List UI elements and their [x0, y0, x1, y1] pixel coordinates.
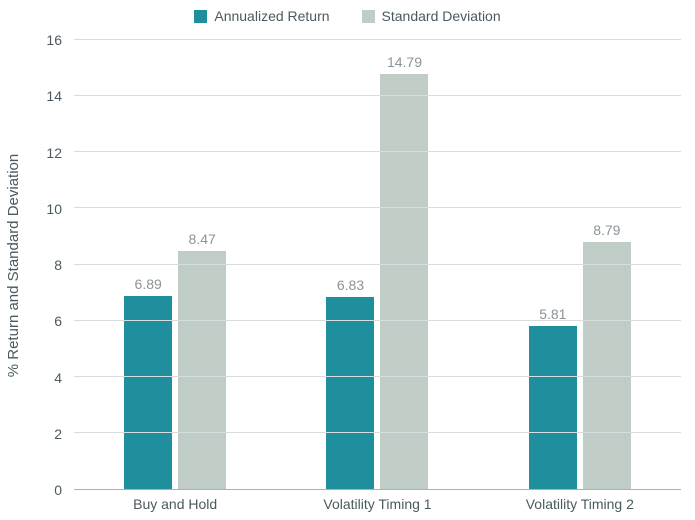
- bar-value-label: 14.79: [387, 54, 422, 70]
- bar-groups: 6.898.476.8314.795.818.79: [74, 40, 681, 489]
- plot-area: 6.898.476.8314.795.818.79: [74, 40, 681, 490]
- bar-value-label: 8.79: [593, 222, 620, 238]
- gridline: [74, 151, 681, 152]
- gridline: [74, 264, 681, 265]
- x-tick-label: Buy and Hold: [74, 490, 276, 520]
- bar: 14.79: [380, 74, 428, 489]
- legend-item-standard-deviation: Standard Deviation: [362, 8, 501, 24]
- y-tick: 2: [54, 426, 62, 442]
- gridline: [74, 376, 681, 377]
- y-axis-label-wrap: % Return and Standard Deviation: [0, 40, 28, 490]
- y-tick: 12: [46, 145, 62, 161]
- bar: 6.83: [326, 297, 374, 489]
- y-tick: 14: [46, 88, 62, 104]
- legend-label-1: Standard Deviation: [382, 8, 501, 24]
- x-tick-label: Volatility Timing 2: [479, 490, 681, 520]
- y-tick: 10: [46, 201, 62, 217]
- legend-swatch-1: [362, 10, 375, 23]
- x-tick-label: Volatility Timing 1: [276, 490, 478, 520]
- y-tick: 8: [54, 257, 62, 273]
- legend-item-annualized-return: Annualized Return: [194, 8, 329, 24]
- y-tick: 6: [54, 313, 62, 329]
- bar-value-label: 8.47: [189, 231, 216, 247]
- legend-swatch-0: [194, 10, 207, 23]
- bar-group: 6.8314.79: [276, 40, 478, 489]
- bar-value-label: 6.83: [337, 277, 364, 293]
- chart-container: Annualized Return Standard Deviation % R…: [0, 0, 695, 520]
- bar: 6.89: [124, 296, 172, 489]
- y-axis: 0246810121416: [34, 40, 68, 490]
- bar: 8.47: [178, 251, 226, 489]
- bar-group: 6.898.47: [74, 40, 276, 489]
- legend-label-0: Annualized Return: [214, 8, 329, 24]
- plot-outer: % Return and Standard Deviation 0 2 4 6 8 10 1…: [0, 40, 695, 520]
- gridline: [74, 95, 681, 96]
- gridline: [74, 207, 681, 208]
- bar: 5.81: [529, 326, 577, 489]
- y-tick: 16: [46, 32, 62, 48]
- gridline: [74, 39, 681, 40]
- bar-group: 5.818.79: [479, 40, 681, 489]
- y-tick: 0: [54, 482, 62, 498]
- gridline: [74, 432, 681, 433]
- legend: Annualized Return Standard Deviation: [0, 8, 695, 24]
- bar-value-label: 6.89: [135, 276, 162, 292]
- x-axis: Buy and HoldVolatility Timing 1Volatilit…: [74, 490, 681, 520]
- y-tick: 4: [54, 370, 62, 386]
- bar: 8.79: [583, 242, 631, 489]
- gridline: [74, 320, 681, 321]
- y-axis-label: % Return and Standard Deviation: [6, 153, 23, 376]
